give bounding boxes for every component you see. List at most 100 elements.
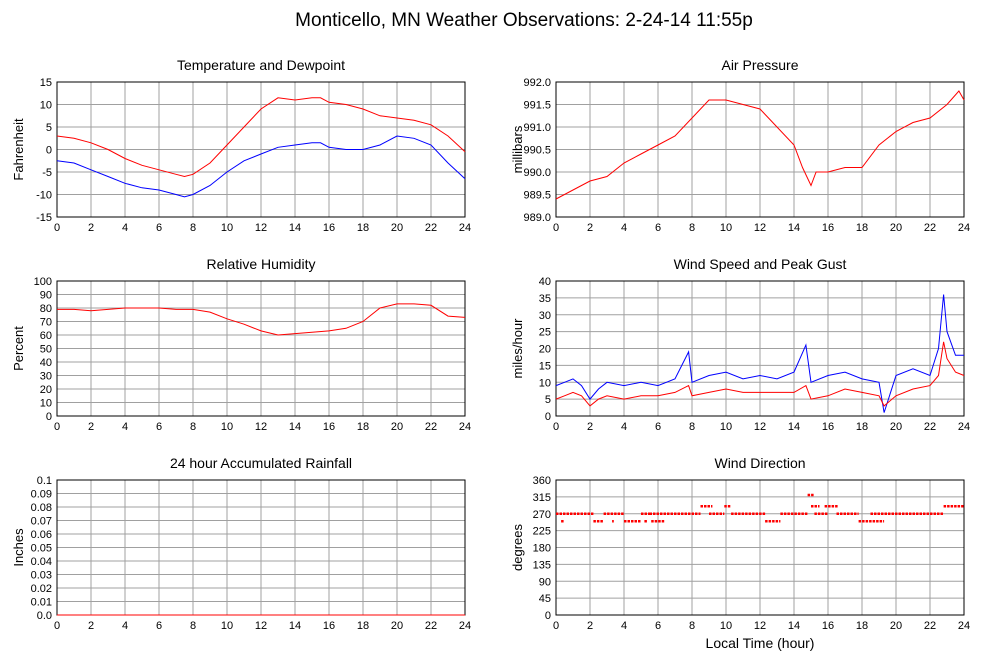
x-tick-label: 6 [655, 222, 661, 234]
x-tick-label: 2 [587, 222, 593, 234]
x-tick-label: 12 [754, 620, 766, 632]
y-tick-label: 80 [40, 303, 52, 315]
y-tick-label: 35 [539, 293, 551, 305]
y-tick-label: 990.5 [523, 145, 551, 157]
x-tick-label: 16 [822, 222, 834, 234]
y-axis-label: miles/hour [510, 318, 525, 379]
y-axis-label: Fahrenheit [11, 118, 26, 181]
plot-frame [555, 81, 965, 218]
x-tick-label: 10 [221, 222, 233, 234]
y-tick-label: 0.06 [31, 529, 52, 541]
x-tick-label: 24 [958, 222, 970, 234]
x-tick-label: 16 [822, 620, 834, 632]
x-tick-label: 22 [924, 222, 936, 234]
x-tick-label: 8 [190, 222, 196, 234]
x-tick-label: 0 [54, 620, 60, 632]
y-tick-label: 991.5 [523, 100, 551, 112]
y-tick-label: 360 [533, 475, 551, 487]
x-tick-label: 14 [788, 222, 800, 234]
y-tick-label: -10 [36, 190, 52, 202]
y-tick-label: 45 [539, 593, 551, 605]
x-tick-label: 10 [720, 222, 732, 234]
x-tick-label: 16 [323, 421, 335, 433]
x-tick-label: 20 [890, 222, 902, 234]
x-tick-label: 20 [391, 222, 403, 234]
x-tick-label: 8 [689, 222, 695, 234]
x-tick-label: 0 [54, 222, 60, 234]
x-tick-label: 20 [391, 421, 403, 433]
y-tick-label: 990.0 [523, 167, 551, 179]
series-line-0 [57, 303, 466, 336]
y-tick-label: 0.08 [31, 502, 52, 514]
y-tick-label: 315 [533, 492, 551, 504]
x-tick-label: 6 [156, 620, 162, 632]
x-tick-label: 12 [754, 222, 766, 234]
y-tick-label: 225 [533, 526, 551, 538]
y-tick-label: 0.04 [31, 556, 52, 568]
x-tick-label: 18 [856, 620, 868, 632]
x-tick-label: 16 [822, 421, 834, 433]
x-tick-label: 12 [255, 620, 267, 632]
x-tick-label: 0 [553, 421, 559, 433]
x-tick-label: 22 [425, 620, 437, 632]
x-tick-label: 4 [122, 421, 128, 433]
x-tick-label: 22 [425, 421, 437, 433]
x-tick-label: 18 [856, 421, 868, 433]
y-tick-label: 90 [40, 290, 52, 302]
x-tick-label: 14 [289, 421, 301, 433]
y-tick-label: 20 [539, 344, 551, 356]
plot-frame [56, 81, 466, 218]
x-tick-label: 14 [289, 222, 301, 234]
x-tick-label: 0 [553, 222, 559, 234]
y-tick-label: 40 [40, 357, 52, 369]
x-tick-label: 16 [323, 222, 335, 234]
y-tick-label: 135 [533, 559, 551, 571]
chart-title: Temperature and Dewpoint [177, 57, 345, 73]
y-tick-label: 30 [40, 371, 52, 383]
y-tick-label: 0.07 [31, 516, 52, 528]
y-tick-label: 0 [46, 411, 52, 423]
y-tick-label: 989.5 [523, 190, 551, 202]
x-tick-label: 12 [754, 421, 766, 433]
y-tick-label: 0.05 [31, 543, 52, 555]
x-tick-label: 2 [587, 620, 593, 632]
x-tick-label: 6 [655, 421, 661, 433]
x-tick-label: 24 [459, 421, 471, 433]
y-tick-label: 40 [539, 276, 551, 288]
x-tick-label: 22 [924, 421, 936, 433]
x-tick-label: 6 [655, 620, 661, 632]
page-title: Monticello, MN Weather Observations: 2-2… [295, 10, 753, 31]
y-tick-label: 10 [40, 398, 52, 410]
x-tick-label: 4 [621, 421, 627, 433]
x-tick-label: 18 [856, 222, 868, 234]
x-tick-label: 18 [357, 222, 369, 234]
y-tick-label: 20 [40, 384, 52, 396]
y-tick-label: 0 [545, 610, 551, 622]
x-tick-label: 14 [788, 620, 800, 632]
chart-title: Wind Direction [714, 455, 805, 471]
x-tick-label: 24 [958, 620, 970, 632]
y-axis-label: degrees [510, 524, 525, 571]
x-tick-label: 10 [221, 421, 233, 433]
x-tick-label: 4 [621, 222, 627, 234]
y-tick-label: 15 [539, 360, 551, 372]
plot-frame [555, 479, 965, 616]
x-tick-label: 20 [890, 620, 902, 632]
x-tick-label: 10 [221, 620, 233, 632]
x-tick-label: 4 [122, 222, 128, 234]
y-tick-label: 90 [539, 576, 551, 588]
x-axis-label: Local Time (hour) [706, 635, 815, 651]
x-tick-label: 8 [190, 421, 196, 433]
y-tick-label: 100 [34, 276, 52, 288]
x-tick-label: 2 [88, 421, 94, 433]
y-tick-label: 180 [533, 543, 551, 555]
y-tick-label: 991.0 [523, 122, 551, 134]
x-tick-label: 4 [122, 620, 128, 632]
series-line-0 [555, 90, 965, 200]
x-tick-label: 0 [553, 620, 559, 632]
chart-title: 24 hour Accumulated Rainfall [170, 455, 352, 471]
y-tick-label: 5 [545, 394, 551, 406]
